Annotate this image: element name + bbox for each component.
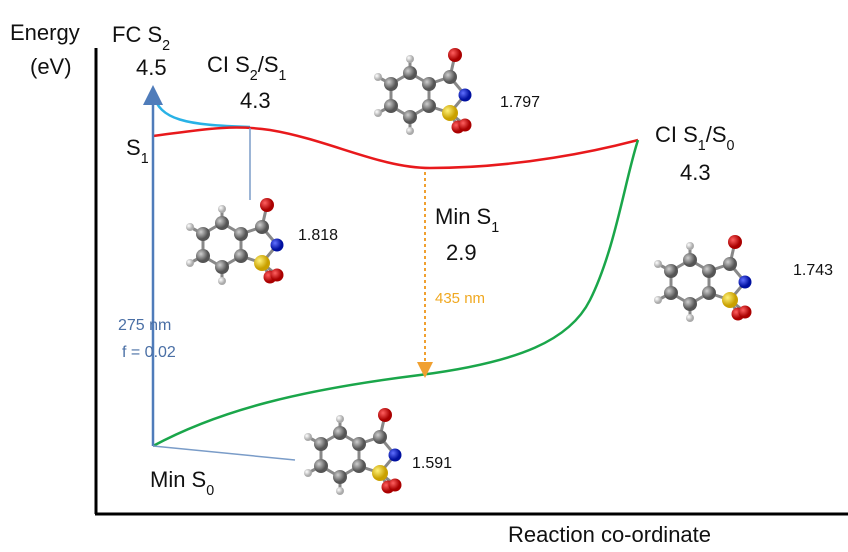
- label-part: 1: [141, 151, 149, 167]
- label-part: FC S: [112, 22, 162, 47]
- state-energy: 2.9: [446, 240, 477, 265]
- s1-curve: [153, 128, 638, 168]
- bond-length: 1.743: [793, 262, 833, 279]
- y-axis-label: (eV): [30, 54, 72, 79]
- state-energy: 4.3: [680, 160, 711, 185]
- label-part: 0: [206, 483, 214, 499]
- molecule: [186, 198, 284, 285]
- bond-length: 1.818: [298, 227, 338, 244]
- label-part: S: [126, 135, 141, 160]
- label-part: CI S: [207, 52, 250, 77]
- label-part: 1: [698, 138, 706, 154]
- absorption-label: f = 0.02: [122, 344, 176, 361]
- label-part: CI S: [655, 122, 698, 147]
- label-part: Min S: [435, 204, 491, 229]
- state-energy: 4.5: [136, 55, 167, 80]
- s2-curve: [153, 94, 250, 127]
- emission-label: 435 nm: [435, 290, 485, 307]
- state-energy: 4.3: [240, 88, 271, 113]
- label-part: 1: [279, 68, 287, 84]
- molecule: [304, 408, 402, 495]
- bond-length: 1.797: [500, 94, 540, 111]
- state-name: Min S0: [150, 467, 214, 499]
- state-name: CI S2/S1: [207, 52, 287, 84]
- label-part: 1: [491, 220, 499, 236]
- y-axis-label: Energy: [10, 20, 80, 45]
- molecule: [374, 48, 472, 135]
- label-part: /S: [706, 122, 727, 147]
- label-part: 2: [250, 68, 258, 84]
- bond-length: 1.591: [412, 455, 452, 472]
- x-axis-label: Reaction co-ordinate: [508, 522, 711, 547]
- s0-curve: [153, 140, 638, 446]
- molecule: [654, 235, 752, 322]
- pointer-line: [153, 446, 295, 460]
- label-part: /S: [258, 52, 279, 77]
- state-name: Min S1: [435, 204, 499, 236]
- label-part: 2: [162, 38, 170, 54]
- label-part: 0: [727, 138, 735, 154]
- state-name: CI S1/S0: [655, 122, 735, 154]
- curve-label: S1: [126, 135, 149, 167]
- state-name: FC S2: [112, 22, 170, 54]
- absorption-label: 275 nm: [118, 317, 171, 334]
- energy-diagram: Energy (eV) Reaction co-ordinate 275 nm …: [0, 0, 848, 552]
- label-part: Min S: [150, 467, 206, 492]
